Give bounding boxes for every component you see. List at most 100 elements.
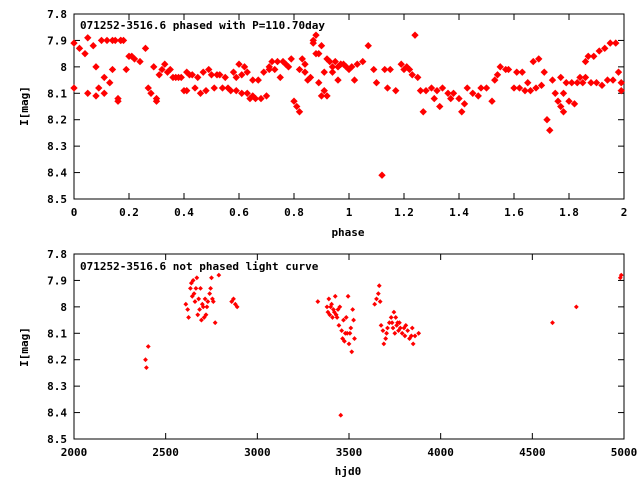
phased-data-point	[397, 60, 405, 68]
phased-data-point	[147, 89, 155, 97]
phased-data-point	[436, 102, 444, 111]
unphased-x-tick-label: 2500	[152, 446, 179, 459]
unphased-data-point	[185, 307, 191, 312]
unphased-data-point	[234, 304, 240, 310]
phased-data-point	[474, 92, 482, 100]
phased-data-point	[364, 42, 372, 50]
unphased-y-tick-label: 7.9	[47, 274, 67, 287]
unphased-data-point	[412, 333, 418, 339]
phased-data-point	[312, 31, 320, 39]
unphased-data-point	[384, 330, 389, 336]
phased-data-point	[306, 73, 315, 82]
phased-data-point	[70, 84, 78, 92]
unphased-data-point	[338, 412, 344, 418]
unphased-data-point	[345, 293, 351, 299]
phased-data-point	[229, 68, 238, 76]
phased-data-point	[488, 97, 496, 105]
phased-data-point	[496, 63, 504, 71]
phased-data-point	[221, 73, 229, 82]
unphased-data-point	[391, 309, 397, 315]
phased-data-point	[207, 71, 216, 79]
phased-data-point	[191, 84, 199, 92]
phased-data-point	[227, 86, 235, 95]
phased-data-point	[232, 86, 240, 95]
unphased-data-point	[197, 307, 202, 312]
phased-data-point	[460, 100, 469, 108]
unphased-y-tick-label: 8.4	[47, 407, 67, 420]
phased-data-point	[152, 97, 161, 105]
phased-data-point	[108, 65, 117, 74]
unphased-y-tick-label: 8	[60, 301, 67, 314]
phased-data-point	[265, 65, 273, 74]
unphased-data-point	[144, 365, 149, 371]
phased-x-tick-label: 2	[621, 206, 628, 219]
phased-data-point	[430, 94, 438, 103]
phased-data-point	[416, 86, 425, 95]
phased-data-point	[271, 65, 279, 74]
phased-data-point	[84, 34, 92, 42]
unphased-data-point	[388, 315, 394, 320]
phased-light-curve-panel: 071252-3516.6 phased with P=110.70day ph…	[18, 8, 627, 239]
phased-data-point	[383, 84, 392, 92]
unphased-data-point	[381, 341, 387, 347]
unphased-data-point	[203, 312, 209, 318]
phased-data-point	[144, 84, 152, 92]
phased-data-point	[111, 36, 119, 45]
unphased-data-point	[416, 330, 422, 336]
phased-data-point	[92, 63, 100, 71]
unphased-x-axis-label: hjd0	[335, 465, 362, 478]
phased-data-point	[290, 97, 298, 105]
phased-data-point	[251, 94, 260, 103]
phased-x-tick-label: 0.8	[284, 206, 304, 219]
phased-data-point	[614, 68, 623, 76]
phased-data-point	[243, 68, 251, 76]
unphased-data-point	[383, 336, 389, 341]
phased-data-point	[447, 94, 455, 103]
phased-data-point	[493, 71, 502, 79]
unphased-data-point	[393, 315, 399, 320]
unphased-y-axis-label: I[mag]	[18, 327, 31, 367]
unphased-data-point	[573, 304, 579, 310]
unphased-data-point	[207, 291, 213, 297]
phased-data-point	[232, 73, 240, 82]
phased-data-point	[370, 65, 378, 74]
phased-data-point	[590, 52, 598, 60]
phased-data-point	[284, 63, 293, 71]
phased-data-point	[482, 84, 491, 92]
phased-data-point	[315, 79, 323, 87]
phased-data-point	[458, 108, 466, 116]
phased-data-point	[513, 68, 521, 76]
phased-data-point	[359, 57, 367, 66]
unphased-data-point	[186, 315, 191, 320]
phased-data-point	[315, 49, 323, 58]
phased-data-point	[260, 68, 268, 76]
phased-data-point	[414, 73, 422, 82]
phased-data-point	[158, 65, 166, 74]
phased-data-point	[419, 108, 427, 116]
phased-data-point	[427, 84, 436, 92]
unphased-data-point	[351, 317, 356, 323]
phased-data-point	[188, 71, 196, 79]
phased-data-point	[504, 65, 513, 74]
unphased-data-point	[204, 304, 210, 310]
phased-data-point	[309, 36, 317, 45]
phased-data-point	[257, 94, 265, 103]
unphased-plot-frame	[73, 253, 625, 440]
unphased-data-point	[378, 322, 384, 328]
phased-data-point	[100, 89, 108, 97]
unphased-x-tick-label: 4500	[519, 446, 546, 459]
phased-data-point	[238, 71, 246, 79]
phased-data-point	[548, 76, 557, 84]
phased-y-tick-label: 8.4	[47, 167, 67, 180]
phased-data-point	[405, 65, 414, 74]
phased-data-point	[249, 76, 257, 84]
unphased-data-point	[194, 275, 200, 281]
phased-y-tick-label: 8.2	[47, 114, 67, 127]
unphased-data-point	[193, 285, 199, 291]
phased-data-point	[196, 89, 205, 97]
unphased-data-point	[374, 296, 379, 302]
phased-data-point	[540, 68, 548, 76]
phased-data-point	[122, 65, 130, 74]
phased-x-tick-label: 1	[346, 206, 353, 219]
unphased-data-point	[372, 301, 378, 307]
